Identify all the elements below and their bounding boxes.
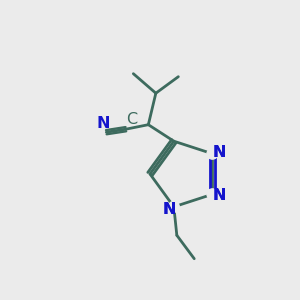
Text: N: N xyxy=(212,145,226,160)
Circle shape xyxy=(168,201,179,212)
Text: N: N xyxy=(212,188,226,203)
Text: N: N xyxy=(162,202,176,217)
Text: N: N xyxy=(162,202,176,217)
Text: C: C xyxy=(126,112,138,127)
Text: N: N xyxy=(212,188,226,203)
Circle shape xyxy=(207,189,218,200)
Text: N: N xyxy=(97,116,110,131)
Circle shape xyxy=(207,148,218,159)
Text: N: N xyxy=(212,145,226,160)
